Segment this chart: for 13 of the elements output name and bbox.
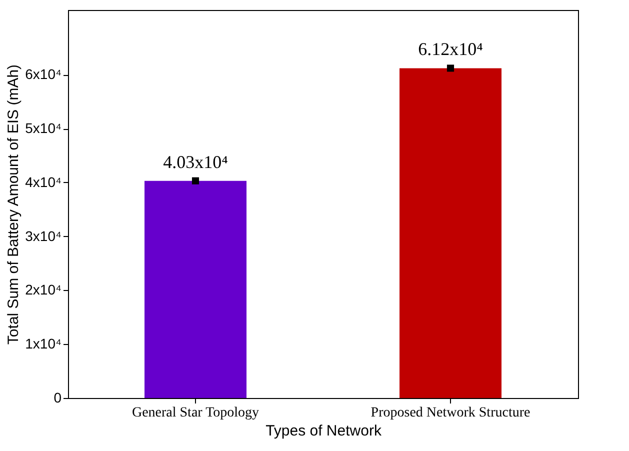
x-tick-label: General Star Topology <box>132 406 260 420</box>
y-tick-label: 0 <box>54 390 62 406</box>
y-tick-label: 3x10⁴ <box>25 228 62 244</box>
data-label: 4.03x10⁴ <box>163 152 228 172</box>
x-axis-title: Types of Network <box>266 422 382 440</box>
y-tick-label: 5x10⁴ <box>25 120 62 136</box>
y-axis-title: Total Sum of Battery Amount of EIS (mAh) <box>5 64 22 345</box>
y-tick-label: 1x10⁴ <box>25 336 62 352</box>
y-tick-label: 6x10⁴ <box>25 66 62 82</box>
y-tick-label: 2x10⁴ <box>25 282 62 298</box>
data-label: 6.12x10⁴ <box>418 39 483 60</box>
x-tick-label: Proposed Network Structure <box>370 406 530 420</box>
y-tick-label: 4x10⁴ <box>25 174 62 190</box>
